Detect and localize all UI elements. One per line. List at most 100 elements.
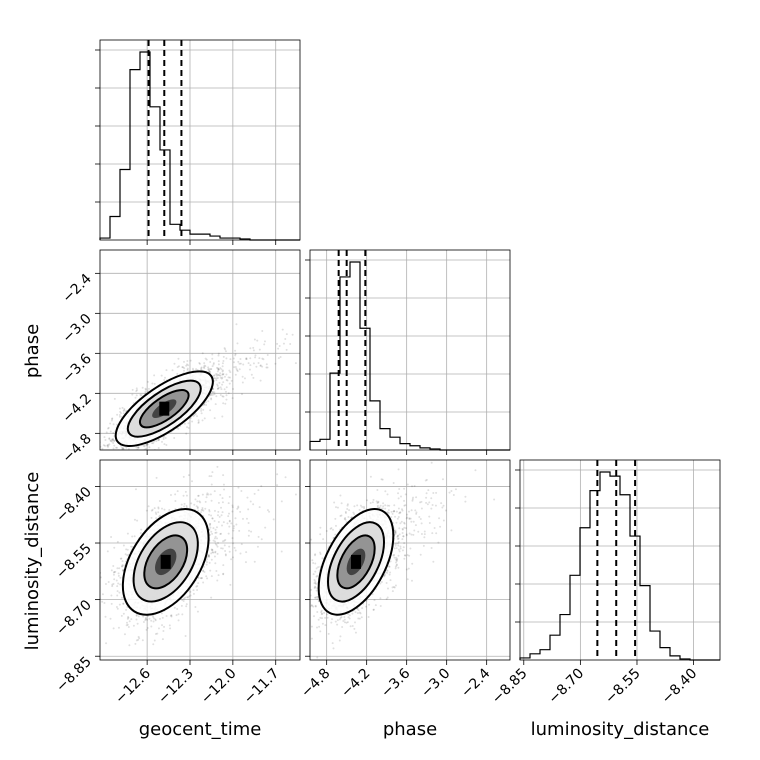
scatter-luminosity-distance-vs-geocent-time-point <box>116 585 119 588</box>
scatter-luminosity-distance-vs-geocent-time-point <box>189 590 192 593</box>
scatter-luminosity-distance-vs-geocent-time-point <box>247 534 250 537</box>
scatter-phase-vs-geocent-time-point <box>113 444 116 447</box>
scatter-phase-vs-geocent-time-point <box>176 372 179 375</box>
scatter-luminosity-distance-vs-geocent-time-point <box>211 532 214 535</box>
scatter-phase-vs-geocent-time-point <box>128 452 130 454</box>
scatter-luminosity-distance-vs-geocent-time-point <box>180 604 183 607</box>
scatter-luminosity-distance-vs-geocent-time-point <box>131 535 134 538</box>
scatter-phase-vs-geocent-time-point <box>134 396 137 399</box>
scatter-phase-vs-geocent-time-point <box>144 390 147 393</box>
scatter-phase-vs-geocent-time-point <box>127 448 130 450</box>
scatter-phase-vs-geocent-time-point <box>234 353 237 356</box>
scatter-phase-vs-geocent-time-point <box>121 406 124 409</box>
scatter-phase-vs-geocent-time-point <box>249 357 252 360</box>
scatter-phase-vs-geocent-time-point <box>151 382 154 385</box>
scatter-luminosity-distance-vs-geocent-time-point <box>187 596 190 599</box>
scatter-luminosity-distance-vs-geocent-time-point <box>244 561 247 564</box>
hist-phase-step-line <box>309 261 510 451</box>
scatter-luminosity-distance-vs-geocent-time-point <box>117 574 120 577</box>
scatter-phase-vs-geocent-time-point <box>263 340 266 343</box>
scatter-phase-vs-geocent-time-point <box>256 339 259 342</box>
scatter-luminosity-distance-vs-geocent-time-point <box>216 552 219 555</box>
scatter-phase-vs-geocent-time-point <box>148 446 151 449</box>
scatter-luminosity-distance-vs-geocent-time-point <box>213 509 216 512</box>
scatter-phase-vs-geocent-time-point <box>205 403 208 406</box>
scatter-luminosity-distance-vs-geocent-time-point <box>110 602 113 605</box>
scatter-phase-vs-geocent-time-point <box>146 443 149 446</box>
scatter-phase-vs-geocent-time-point <box>225 394 228 397</box>
scatter-phase-vs-geocent-time-point <box>294 362 297 365</box>
scatter-phase-vs-geocent-time-point <box>221 395 224 398</box>
scatter-luminosity-distance-vs-geocent-time-point <box>280 550 283 553</box>
scatter-phase-vs-geocent-time-point <box>200 368 203 371</box>
hist-geocent-time-frame <box>99 39 301 241</box>
scatter-luminosity-distance-vs-geocent-time-point <box>231 504 234 507</box>
scatter-phase-vs-geocent-time-point <box>182 366 185 369</box>
scatter-luminosity-distance-vs-geocent-time-point <box>228 512 231 515</box>
scatter-luminosity-distance-vs-geocent-time-point <box>211 551 214 554</box>
scatter-phase-vs-geocent-time-point <box>211 357 214 360</box>
scatter-phase-vs-geocent-time-point <box>216 387 219 390</box>
scatter-luminosity-distance-vs-geocent-time-point <box>185 605 188 608</box>
scatter-phase-vs-geocent-time-point <box>207 369 210 372</box>
scatter-phase-vs-geocent-time-point <box>118 414 121 417</box>
scatter-luminosity-distance-vs-geocent-time-point <box>134 642 137 645</box>
scatter-phase-vs-geocent-time-point <box>209 361 212 364</box>
scatter-phase-vs-geocent-time-point <box>139 393 142 396</box>
scatter-phase-vs-geocent-time-point <box>216 387 219 390</box>
scatter-phase-vs-geocent-time-point <box>259 379 262 382</box>
scatter-phase-vs-geocent-time-point <box>266 353 269 356</box>
scatter-luminosity-distance-vs-geocent-time-point <box>116 540 119 543</box>
scatter-luminosity-distance-vs-geocent-time-point <box>294 493 297 496</box>
scatter-phase-vs-geocent-time-point <box>215 377 218 380</box>
scatter-phase-vs-geocent-time-point <box>247 362 250 365</box>
scatter-luminosity-distance-vs-geocent-time-point <box>165 615 168 618</box>
scatter-luminosity-distance-vs-geocent-time-point <box>174 499 177 502</box>
scatter-luminosity-distance-vs-geocent-time-point <box>130 545 133 548</box>
scatter-phase-vs-geocent-time-point <box>217 363 220 366</box>
scatter-luminosity-distance-vs-geocent-time-point <box>216 465 219 468</box>
scatter-luminosity-distance-vs-geocent-time-point <box>118 591 121 594</box>
scatter-luminosity-distance-vs-geocent-time-point <box>123 564 126 567</box>
scatter-phase-vs-geocent-time-point <box>210 394 213 397</box>
scatter-luminosity-distance-vs-geocent-time-point <box>223 544 226 547</box>
scatter-luminosity-distance-vs-geocent-time-point <box>228 545 231 548</box>
scatter-luminosity-distance-vs-geocent-time-point <box>111 583 114 586</box>
scatter-phase-vs-geocent-time-point <box>110 438 113 441</box>
scatter-luminosity-distance-vs-geocent-time-point <box>212 551 215 554</box>
scatter-phase-vs-geocent-time-point <box>225 379 228 382</box>
scatter-luminosity-distance-vs-geocent-time-point <box>205 496 208 499</box>
scatter-luminosity-distance-vs-geocent-time-point <box>223 539 226 542</box>
scatter-luminosity-distance-vs-geocent-time-point <box>128 644 131 647</box>
scatter-luminosity-distance-vs-geocent-time-point <box>183 505 186 508</box>
scatter-phase-vs-geocent-time-point <box>186 426 189 429</box>
scatter-phase-vs-geocent-time-point <box>131 393 134 396</box>
scatter-luminosity-distance-vs-geocent-time-point <box>222 483 225 486</box>
scatter-luminosity-distance-vs-geocent-time-point <box>104 583 107 586</box>
scatter-phase-vs-geocent-time-point <box>135 394 138 397</box>
scatter-luminosity-distance-vs-geocent-time-point <box>222 572 225 575</box>
scatter-phase-vs-geocent-time-point <box>333 302 335 304</box>
scatter-phase-vs-geocent-time-point <box>216 384 219 387</box>
scatter-luminosity-distance-vs-geocent-time-point <box>207 555 210 558</box>
scatter-luminosity-distance-vs-geocent-time-point <box>122 602 125 605</box>
scatter-luminosity-distance-vs-geocent-time-point <box>214 551 217 554</box>
scatter-luminosity-distance-vs-geocent-time-point <box>118 603 121 606</box>
scatter-phase-vs-geocent-time-point <box>113 397 116 400</box>
scatter-luminosity-distance-vs-geocent-time-point <box>209 522 212 525</box>
scatter-phase-vs-geocent-time-point <box>232 357 235 360</box>
hist-geocent-time-step-line <box>99 51 300 241</box>
scatter-luminosity-distance-vs-geocent-time-point <box>112 582 115 585</box>
scatter-luminosity-distance-vs-geocent-time-point <box>210 548 213 551</box>
scatter-phase-vs-geocent-time-point <box>151 452 153 454</box>
scatter-phase-vs-geocent-time-point <box>211 393 214 396</box>
scatter-phase-vs-geocent-time-points <box>100 302 335 454</box>
scatter-phase-vs-geocent-time-point <box>212 374 215 377</box>
scatter-luminosity-distance-vs-geocent-time-point <box>181 599 184 602</box>
scatter-luminosity-distance-vs-geocent-time-point <box>194 605 197 608</box>
scatter-luminosity-distance-vs-geocent-time-point <box>122 602 125 605</box>
scatter-phase-vs-geocent-time-point <box>136 389 139 392</box>
scatter-phase-vs-geocent-time-point <box>147 387 150 390</box>
scatter-phase-vs-geocent-time-point <box>203 403 206 406</box>
scatter-phase-vs-geocent-time-point <box>255 365 258 368</box>
